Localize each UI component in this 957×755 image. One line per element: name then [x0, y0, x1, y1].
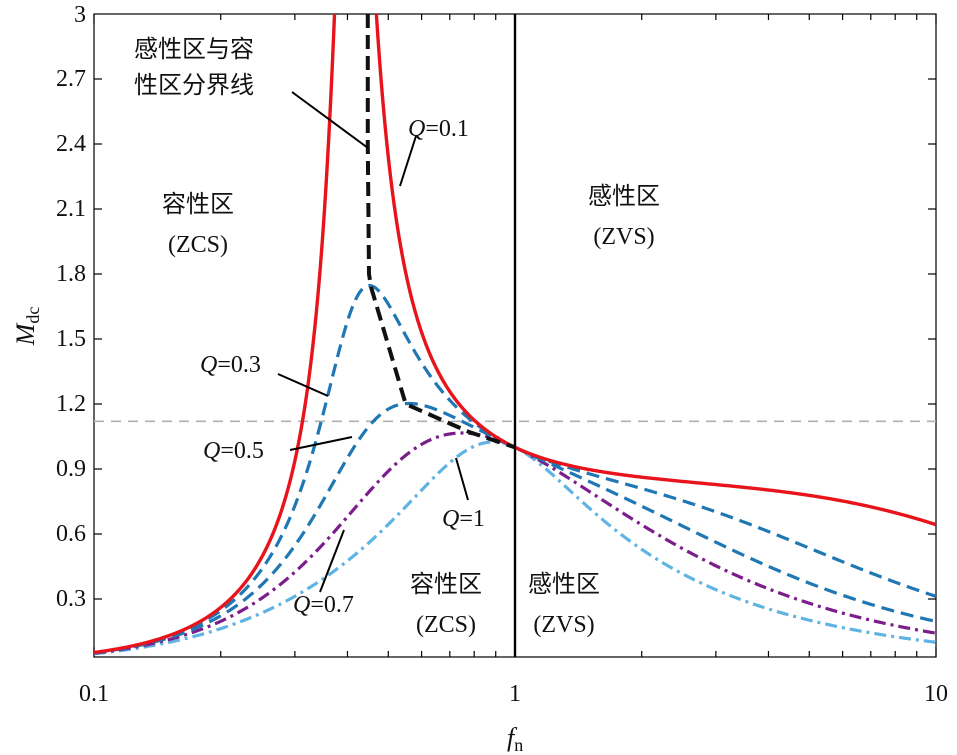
leader-boundary	[291, 91, 369, 149]
q03-label-q: Q	[200, 352, 217, 378]
x-axis-title-sub: n	[514, 735, 523, 755]
y-tick-label-1.8: 1.8	[56, 261, 86, 287]
y-axis-title-main: M	[11, 322, 40, 346]
axis-ticks	[93, 14, 937, 657]
inductive-region-lower-mode: (ZVS)	[533, 612, 594, 638]
y-tick-label-0.9: 0.9	[56, 456, 86, 482]
plot-area	[94, 14, 936, 657]
capacitive-region-lower-mode: (ZCS)	[416, 612, 476, 638]
y-tick-label-2.1: 2.1	[56, 196, 86, 222]
curve-q-0.7	[94, 431, 936, 655]
annotation-leaders	[277, 91, 469, 593]
q07-label: Q=0.7	[293, 592, 354, 618]
y-tick-label-1.5: 1.5	[56, 326, 86, 352]
q05-label-value: =0.5	[220, 438, 264, 464]
leader-q01	[399, 135, 417, 187]
q05-label: Q=0.5	[203, 438, 264, 464]
capacitive-inductive-boundary-line	[365, 14, 516, 450]
capacitive-region-upper-label: 容性区	[162, 190, 234, 218]
capacitive-region-lower-label: 容性区	[410, 570, 482, 598]
x-axis-title: fn	[507, 723, 523, 755]
y-tick-label-0.3: 0.3	[56, 586, 86, 612]
boundary-label-line2: 性区分界线	[134, 71, 254, 99]
boundary-label-line1: 感性区与容	[134, 35, 254, 63]
q03-label-value: =0.3	[217, 352, 261, 378]
leader-q1	[455, 457, 469, 501]
q1-label: Q=1	[442, 506, 485, 532]
q01-label-q: Q	[408, 116, 425, 142]
y-tick-label-2.7: 2.7	[56, 66, 86, 92]
inductive-region-upper-label: 感性区	[588, 182, 660, 210]
q07-label-value: =0.7	[310, 592, 354, 618]
y-axis-title: Mdc	[11, 307, 43, 347]
y-axis-title-sub: dc	[23, 307, 43, 324]
y-tick-label-1.2: 1.2	[56, 391, 86, 417]
y-tick-label-0.6: 0.6	[56, 521, 86, 547]
q05-label-q: Q	[203, 438, 220, 464]
y-tick-label-2.4: 2.4	[56, 131, 86, 157]
leader-q07	[319, 529, 345, 593]
curve-q-1	[94, 440, 936, 656]
q01-label-value: =0.1	[425, 116, 469, 142]
q01-label: Q=0.1	[408, 116, 469, 142]
q07-label-q: Q	[293, 592, 310, 618]
inductive-region-upper-mode: (ZVS)	[593, 224, 654, 250]
leader-q05	[289, 436, 353, 451]
q1-label-q: Q	[442, 506, 459, 532]
y-tick-label-3: 3	[74, 2, 86, 28]
capacitive-region-upper-mode: (ZCS)	[168, 232, 228, 258]
x-tick-label-1: 1	[509, 681, 521, 707]
x-tick-label-0.1: 0.1	[79, 681, 109, 707]
x-tick-label-10: 10	[924, 681, 948, 707]
inductive-region-lower-label: 感性区	[528, 570, 600, 598]
x-axis-title-main: f	[507, 723, 518, 752]
curve-q-0.5	[94, 401, 936, 655]
leader-q03	[277, 373, 329, 397]
q03-label: Q=0.3	[200, 352, 261, 378]
q1-label-value: =1	[459, 506, 485, 532]
